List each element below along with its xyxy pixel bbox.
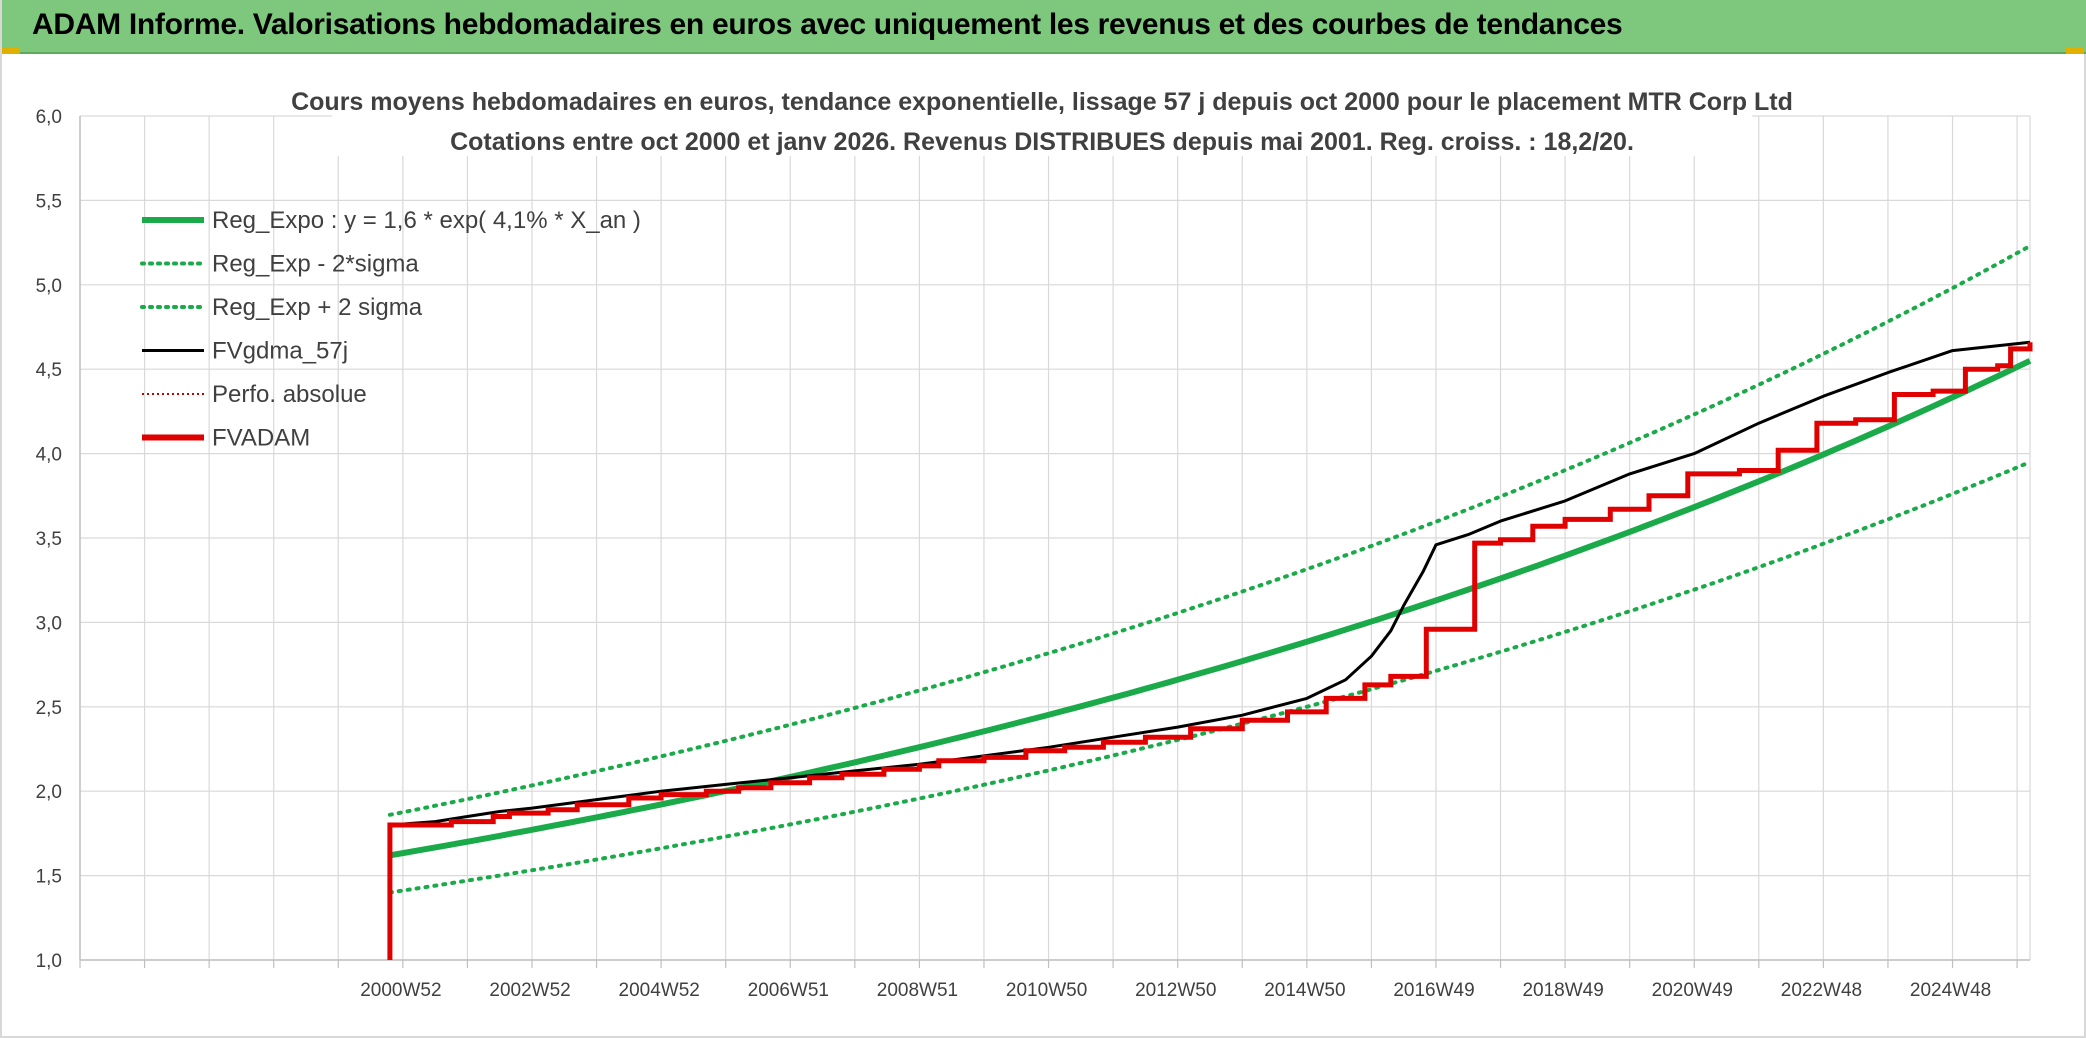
legend-label: FVgdma_57j [212, 338, 348, 365]
y-tick-label: 2,0 [36, 782, 62, 803]
x-tick-label: 2020W49 [1652, 980, 1733, 1001]
y-tick-label: 5,5 [36, 191, 62, 212]
grid-lines [80, 116, 2030, 960]
page-title: ADAM Informe. Valorisations hebdomadaire… [32, 8, 1622, 42]
x-tick-label: 2008W51 [877, 980, 958, 1001]
x-tick-label: 2010W50 [1006, 980, 1087, 1001]
y-tick-label: 4,5 [36, 360, 62, 381]
y-tick-label: 2,5 [36, 698, 62, 719]
series-reg-exp-minus-2-sigma [390, 462, 2030, 893]
y-tick-label: 1,0 [36, 951, 62, 972]
legend-label: Reg_Exp - 2*sigma [212, 251, 419, 278]
y-tick-label: 4,0 [36, 445, 62, 466]
series-fvgdma-57j [390, 342, 2030, 960]
legend-label: FVADAM [212, 425, 310, 452]
series-fvadam [390, 342, 2030, 960]
legend-label: Perfo. absolue [212, 381, 367, 408]
series-perfo-absolue [390, 342, 2030, 960]
y-tick-label: 3,5 [36, 529, 62, 550]
x-tick-label: 2012W50 [1135, 980, 1216, 1001]
header-bar: ADAM Informe. Valorisations hebdomadaire… [2, 0, 2086, 54]
x-tick-label: 2022W48 [1781, 980, 1862, 1001]
x-tick-label: 2000W52 [360, 980, 441, 1001]
y-tick-label: 1,5 [36, 867, 62, 888]
x-tick-label: 2002W52 [489, 980, 570, 1001]
line-chart: 1,0 1,5 2,0 2,5 3,0 3,5 4,0 4,5 5,0 5,5 6,0 2000W52… [2, 54, 2084, 1036]
chart-title: Cours moyens hebdomadaires en euros, ten… [291, 88, 1793, 116]
y-tick-label: 3,0 [36, 613, 62, 634]
x-tick-label: 2006W51 [748, 980, 829, 1001]
axes: 1,0 1,5 2,0 2,5 3,0 3,5 4,0 4,5 5,0 5,5 6,0 2000W52… [36, 107, 2030, 1001]
x-tick-label: 2016W49 [1393, 980, 1474, 1001]
series-layer [390, 246, 2030, 960]
chart-title-block: Cours moyens hebdomadaires en euros, ten… [291, 80, 1793, 156]
y-tick-label: 5,0 [36, 276, 62, 297]
legend-label: Reg_Exp + 2 sigma [212, 294, 423, 321]
x-tick-label: 2004W52 [619, 980, 700, 1001]
legend-label: Reg_Expo : y = 1,6 * exp( 4,1% * X_an ) [212, 207, 641, 234]
legend: Reg_Expo : y = 1,6 * exp( 4,1% * X_an ) R… [142, 207, 641, 452]
y-tick-label: 6,0 [36, 107, 62, 128]
x-tick-label: 2024W48 [1910, 980, 1991, 1001]
series-reg-expo [390, 361, 2030, 856]
x-tick-label: 2018W49 [1522, 980, 1603, 1001]
chart-subtitle: Cotations entre oct 2000 et janv 2026. R… [450, 128, 1634, 156]
x-tick-label: 2014W50 [1264, 980, 1345, 1001]
